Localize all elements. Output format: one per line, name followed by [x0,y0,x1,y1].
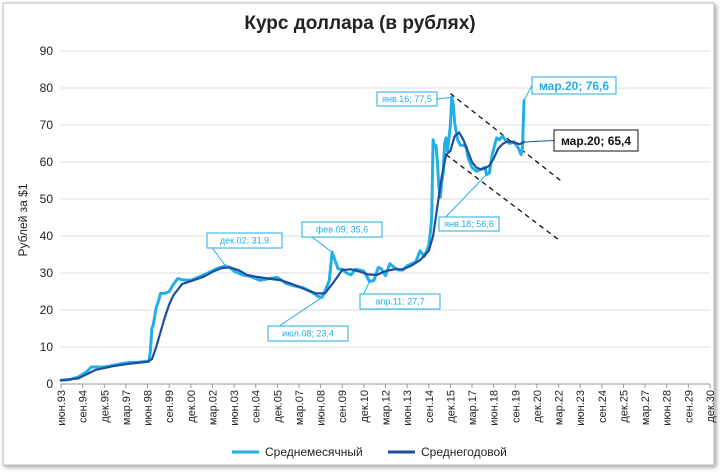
annotation-box [206,232,283,249]
y-tick-label: 40 [40,229,54,243]
annotations: июл.08; 23,4 дек.02; 31,9 фев.09; 35,6 апр.… [206,76,639,342]
y-tick-labels: 0 10 20 30 40 50 60 70 80 90 [40,44,54,391]
annotation-label: мар.20; 76,6 [539,79,609,93]
annotation-box [531,76,617,95]
trend-lines [445,93,564,241]
series-line-yearly [59,131,526,382]
x-tick-label: мар.27 [640,390,652,425]
x-tick-label: июн.08 [316,390,328,426]
annotation-label: янв.18; 56,6 [444,219,494,229]
x-tick-label: сен.04 [251,390,263,423]
x-tick-label: сен.24 [597,390,609,423]
x-tick-label: дек.20 [532,390,544,423]
legend-label: Среднемесячный [265,445,363,459]
legend: Среднемесячный Среднегодовой [232,445,507,459]
x-tick-label: сен.14 [424,390,436,423]
annotation-leader [436,96,452,100]
annotation-label: янв.16; 77,5 [382,94,432,104]
x-tick-label: мар.17 [467,390,479,425]
annotation-box [359,293,441,310]
x-tick-label: сен.29 [683,390,695,423]
x-tick-label: мар.97 [121,390,133,425]
annotation-label: апр.11; 27,7 [375,297,424,307]
annotation-box [267,325,349,342]
x-tick-label: сен.09 [337,390,349,423]
annotation-leader [438,174,487,225]
x-tick-label: июн.23 [575,390,587,426]
y-tick-label: 10 [40,340,54,354]
y-tick-label: 0 [46,377,53,391]
x-tick-label: июн.98 [143,390,155,426]
y-tick-label: 60 [40,155,54,169]
x-tick-label: дек.05 [272,390,284,423]
x-tick-label: мар.07 [294,390,306,425]
y-tick-label: 80 [40,81,54,95]
legend-label: Среднегодовой [421,445,507,459]
y-tick-label: 50 [40,192,54,206]
annotation-box [376,91,438,107]
trend-line [445,154,559,241]
annotation-box [438,216,500,232]
chart-title: Курс доллара (в рублях) [244,13,475,34]
x-tick-label: дек.95 [99,390,111,423]
annotation-label: мар.20; 65,4 [561,134,631,148]
x-tick-label: мар.12 [381,390,393,425]
annotation-leader [523,85,533,101]
annotation-label: июл.08; 23,4 [282,329,334,339]
x-tick-label: мар.02 [207,390,219,425]
x-tick-label: дек.00 [186,390,198,423]
x-tick-label: дек.25 [618,390,630,423]
y-tick-label: 30 [40,266,54,280]
x-tick-label: сен.99 [164,390,176,423]
x-tick-label: июн.28 [662,390,674,426]
x-tick-labels: июн.93 сен.94 дек.95 мар.97 июн.98 сен.99 дек.… [56,390,717,426]
x-tick-label: дек.10 [359,390,371,423]
x-tick-label: июн.18 [489,390,501,426]
annotation-box [301,221,383,238]
x-tick-label: сен.19 [510,390,522,423]
gridlines [60,50,711,388]
annotation-label: дек.02; 31,9 [220,236,269,246]
y-tick-label: 20 [40,303,54,317]
x-tick-label: дек.15 [445,390,457,423]
y-tick-label: 90 [40,44,54,58]
x-tick-label: июн.93 [56,390,68,426]
x-tick-label: июн.03 [229,390,241,426]
x-tick-label: июн.13 [402,390,414,426]
trend-line [449,93,564,183]
series-group [59,95,526,382]
annotation-box [553,129,639,152]
annotation-label: фев.09; 35,6 [316,225,368,235]
annotation-leader [523,140,555,143]
y-axis-label: Рублей за $1 [16,183,30,256]
y-tick-label: 70 [40,118,54,132]
x-tick-label: мар.22 [554,390,566,425]
x-tick-label: сен.94 [78,390,90,423]
x-tick-label: дек.30 [705,390,717,423]
